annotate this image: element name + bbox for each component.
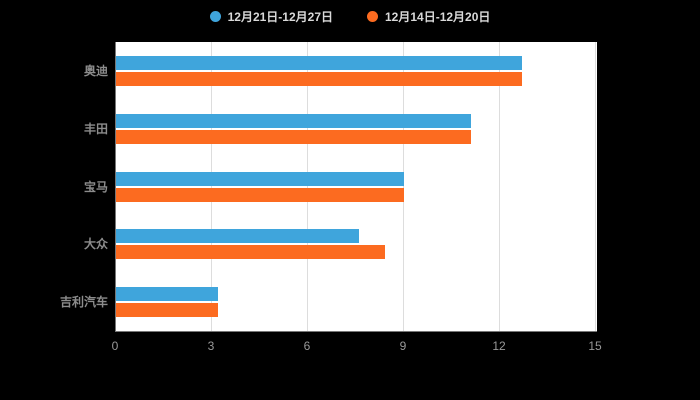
plot-area <box>115 42 597 332</box>
legend-label: 12月21日-12月27日 <box>227 9 333 24</box>
x-tick-label-0: 0 <box>111 339 119 353</box>
bar-previous-week-0 <box>116 72 522 86</box>
x-tick-label-6: 6 <box>303 339 311 353</box>
gridline <box>403 42 404 331</box>
bar-previous-week-3 <box>116 245 385 259</box>
category-label-0: 奥迪 <box>83 64 108 78</box>
y-axis-labels: 奥迪丰田宝马大众吉利汽车 <box>0 0 108 400</box>
x-tick-label-9: 9 <box>399 339 407 353</box>
gridline <box>211 42 212 331</box>
category-label-3: 大众 <box>83 237 108 251</box>
gridline <box>307 42 308 331</box>
gridline <box>595 42 596 331</box>
y-axis-line <box>115 42 116 331</box>
x-tick-label-3: 3 <box>207 339 215 353</box>
bar-previous-week-4 <box>116 303 218 317</box>
legend-item-1[interactable]: 12月14日-12月20日 <box>367 8 490 25</box>
category-label-1: 丰田 <box>83 122 108 136</box>
bar-current-week-0 <box>116 56 522 70</box>
bar-previous-week-1 <box>116 130 471 144</box>
legend-marker-icon <box>367 10 378 22</box>
category-label-2: 宝马 <box>83 180 108 194</box>
legend-item-0[interactable]: 12月21日-12月27日 <box>209 8 333 25</box>
bar-current-week-3 <box>116 229 359 243</box>
x-tick-label-12: 12 <box>492 339 506 353</box>
bar-current-week-1 <box>116 114 471 128</box>
gridline <box>499 42 500 331</box>
chart-legend: 12月21日-12月27日 12月14日-12月20日 <box>0 6 700 26</box>
legend-label: 12月14日-12月20日 <box>385 9 491 24</box>
bar-previous-week-2 <box>116 188 404 202</box>
x-tick-label-15: 15 <box>588 339 602 353</box>
bar-current-week-2 <box>116 172 404 186</box>
category-label-4: 吉利汽车 <box>59 295 108 309</box>
bar-current-week-4 <box>116 287 218 301</box>
legend-marker-icon <box>209 10 221 22</box>
